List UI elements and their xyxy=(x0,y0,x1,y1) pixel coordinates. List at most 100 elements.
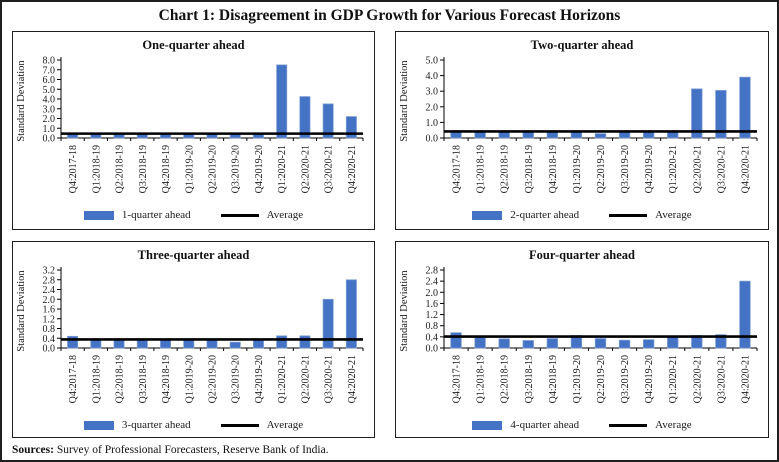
svg-text:Standard Deviation: Standard Deviation xyxy=(399,270,410,352)
svg-text:Q1:2020-21: Q1:2020-21 xyxy=(277,145,288,193)
legend-average-swatch xyxy=(220,423,259,427)
svg-text:Q2:2019-20: Q2:2019-20 xyxy=(208,355,219,403)
legend-bar-label: 3-quarter ahead xyxy=(121,419,191,431)
svg-text:2.0: 2.0 xyxy=(426,102,439,113)
svg-text:1.2: 1.2 xyxy=(43,314,56,325)
legend-bar-swatch xyxy=(83,420,114,430)
svg-text:Q2:2018-19: Q2:2018-19 xyxy=(500,355,511,403)
svg-text:1.6: 1.6 xyxy=(426,299,439,310)
svg-text:Q1:2020-21: Q1:2020-21 xyxy=(668,145,679,193)
svg-text:4.0: 4.0 xyxy=(426,71,439,82)
svg-text:Q1:2018-19: Q1:2018-19 xyxy=(476,145,487,193)
svg-text:2.8: 2.8 xyxy=(43,275,56,286)
legend-bar-label: 1-quarter ahead xyxy=(121,209,191,221)
svg-text:Q1:2020-21: Q1:2020-21 xyxy=(277,355,288,403)
svg-text:2.4: 2.4 xyxy=(43,285,56,296)
svg-text:Q2:2020-21: Q2:2020-21 xyxy=(692,355,703,403)
panel-one-quarter-ahead: One-quarter ahead Standard Deviation 0.0 1… xyxy=(12,31,375,230)
svg-text:5.0: 5.0 xyxy=(43,85,56,96)
svg-text:Q3:2019-20: Q3:2019-20 xyxy=(231,355,242,403)
svg-text:Q2:2018-19: Q2:2018-19 xyxy=(115,355,126,403)
svg-text:Q2:2018-19: Q2:2018-19 xyxy=(115,145,126,193)
svg-text:5.0: 5.0 xyxy=(426,56,439,67)
svg-text:2.0: 2.0 xyxy=(43,114,56,125)
svg-text:2.0: 2.0 xyxy=(43,295,56,306)
bar-chart-canvas: Standard Deviation 0.0 0.4 0.8 1.2 1.6 2.0 2.4 2… xyxy=(13,266,374,416)
legend-average-label: Average xyxy=(655,419,692,431)
svg-text:Q3:2018-19: Q3:2018-19 xyxy=(138,355,149,403)
svg-text:0.4: 0.4 xyxy=(426,332,439,343)
svg-text:0.0: 0.0 xyxy=(43,344,56,355)
svg-text:3.0: 3.0 xyxy=(43,104,56,115)
svg-text:Q3:2019-20: Q3:2019-20 xyxy=(231,145,242,193)
svg-text:0.8: 0.8 xyxy=(43,324,56,335)
svg-text:1.2: 1.2 xyxy=(426,310,439,321)
panel-four-quarter-ahead: Four-quarter ahead Standard Deviation 0.0… xyxy=(395,241,769,438)
svg-text:Q4:2020-21: Q4:2020-21 xyxy=(740,355,751,403)
svg-text:Q3:2020-21: Q3:2020-21 xyxy=(716,145,727,193)
svg-text:Q1:2018-19: Q1:2018-19 xyxy=(91,145,102,193)
bar-chart-svg: Standard Deviation 0.0 1.0 2.0 3.0 4.0 5.0 Q4:2… xyxy=(399,56,758,193)
sources-text: Survey of Professional Forecasters, Rese… xyxy=(56,444,329,456)
svg-text:Q1:2018-19: Q1:2018-19 xyxy=(476,355,487,403)
panel-three-quarter-ahead: Three-quarter ahead Standard Deviation 0.… xyxy=(12,241,375,438)
svg-text:Q2:2020-21: Q2:2020-21 xyxy=(300,145,311,193)
legend-average-swatch xyxy=(609,423,648,427)
svg-text:Q2:2018-19: Q2:2018-19 xyxy=(500,145,511,193)
svg-text:6.0: 6.0 xyxy=(43,75,56,86)
legend-average-swatch xyxy=(609,213,648,217)
svg-text:8.0: 8.0 xyxy=(43,56,56,67)
svg-text:Q4:2017-18: Q4:2017-18 xyxy=(452,355,463,403)
legend-bar-swatch xyxy=(83,210,114,220)
bar-chart-svg: Standard Deviation 0.00.40.81.21.62.02.42… xyxy=(16,266,364,403)
svg-text:Q2:2019-20: Q2:2019-20 xyxy=(596,145,607,193)
svg-text:2.8: 2.8 xyxy=(426,266,439,277)
legend-average-label: Average xyxy=(266,419,304,431)
svg-text:Standard Deviation: Standard Deviation xyxy=(16,270,27,352)
svg-text:Q4:2017-18: Q4:2017-18 xyxy=(68,145,79,193)
bar-chart-canvas: Standard Deviation 0.0 1.0 2.0 3.0 4.0 5.0 6.0 7… xyxy=(13,56,374,206)
legend-bar-label: 4-quarter ahead xyxy=(510,419,580,431)
svg-text:Q4:2018-19: Q4:2018-19 xyxy=(161,145,172,193)
svg-text:Q1:2019-20: Q1:2019-20 xyxy=(572,145,583,193)
sources-note: Sources: Survey of Professional Forecast… xyxy=(12,444,329,456)
svg-text:Q4:2019-20: Q4:2019-20 xyxy=(644,145,655,193)
svg-text:0.0: 0.0 xyxy=(426,344,439,355)
svg-text:Q3:2019-20: Q3:2019-20 xyxy=(620,355,631,403)
figure-title: Chart 1: Disagreement in GDP Growth for … xyxy=(158,7,621,24)
svg-text:Q1:2019-20: Q1:2019-20 xyxy=(184,145,195,193)
svg-text:3.0: 3.0 xyxy=(426,87,439,98)
svg-text:Standard Deviation: Standard Deviation xyxy=(16,60,27,142)
svg-text:Q2:2019-20: Q2:2019-20 xyxy=(596,355,607,403)
legend: 4-quarter ahead Average xyxy=(396,417,768,433)
svg-text:Q3:2020-21: Q3:2020-21 xyxy=(716,355,727,403)
svg-text:Q2:2019-20: Q2:2019-20 xyxy=(208,145,219,193)
svg-text:Q4:2020-21: Q4:2020-21 xyxy=(347,145,358,193)
svg-text:7.0: 7.0 xyxy=(43,65,56,76)
svg-text:0.4: 0.4 xyxy=(43,334,56,345)
legend-bar-swatch xyxy=(472,210,503,220)
legend-average-label: Average xyxy=(655,209,692,221)
legend: 3-quarter ahead Average xyxy=(13,417,374,433)
svg-text:Q2:2020-21: Q2:2020-21 xyxy=(692,145,703,193)
svg-text:1.0: 1.0 xyxy=(43,124,56,135)
bar-chart-canvas: Standard Deviation 0.0 0.4 0.8 1.2 1.6 2.0 2.4 2… xyxy=(396,266,768,416)
legend: 2-quarter ahead Average xyxy=(396,207,768,223)
svg-text:Q1:2020-21: Q1:2020-21 xyxy=(668,355,679,403)
svg-text:Q1:2019-20: Q1:2019-20 xyxy=(572,355,583,403)
svg-text:Q4:2017-18: Q4:2017-18 xyxy=(68,355,79,403)
bar-chart-svg: Standard Deviation 0.01.02.03.04.05.06.07… xyxy=(16,56,364,193)
svg-text:Q2:2020-21: Q2:2020-21 xyxy=(300,355,311,403)
svg-text:3.2: 3.2 xyxy=(43,266,56,277)
legend-average-swatch xyxy=(220,213,259,217)
svg-text:Q4:2019-20: Q4:2019-20 xyxy=(254,145,265,193)
svg-text:1.0: 1.0 xyxy=(426,118,439,129)
legend-average-label: Average xyxy=(266,209,304,221)
panel-two-quarter-ahead: Two-quarter ahead Standard Deviation 0.0 1… xyxy=(395,31,769,230)
svg-text:Q3:2020-21: Q3:2020-21 xyxy=(324,355,335,403)
svg-text:2.0: 2.0 xyxy=(426,288,439,299)
svg-text:4.0: 4.0 xyxy=(43,95,56,106)
svg-text:Q3:2020-21: Q3:2020-21 xyxy=(324,145,335,193)
svg-text:0.0: 0.0 xyxy=(43,134,56,145)
sources-label: Sources: xyxy=(12,444,54,456)
